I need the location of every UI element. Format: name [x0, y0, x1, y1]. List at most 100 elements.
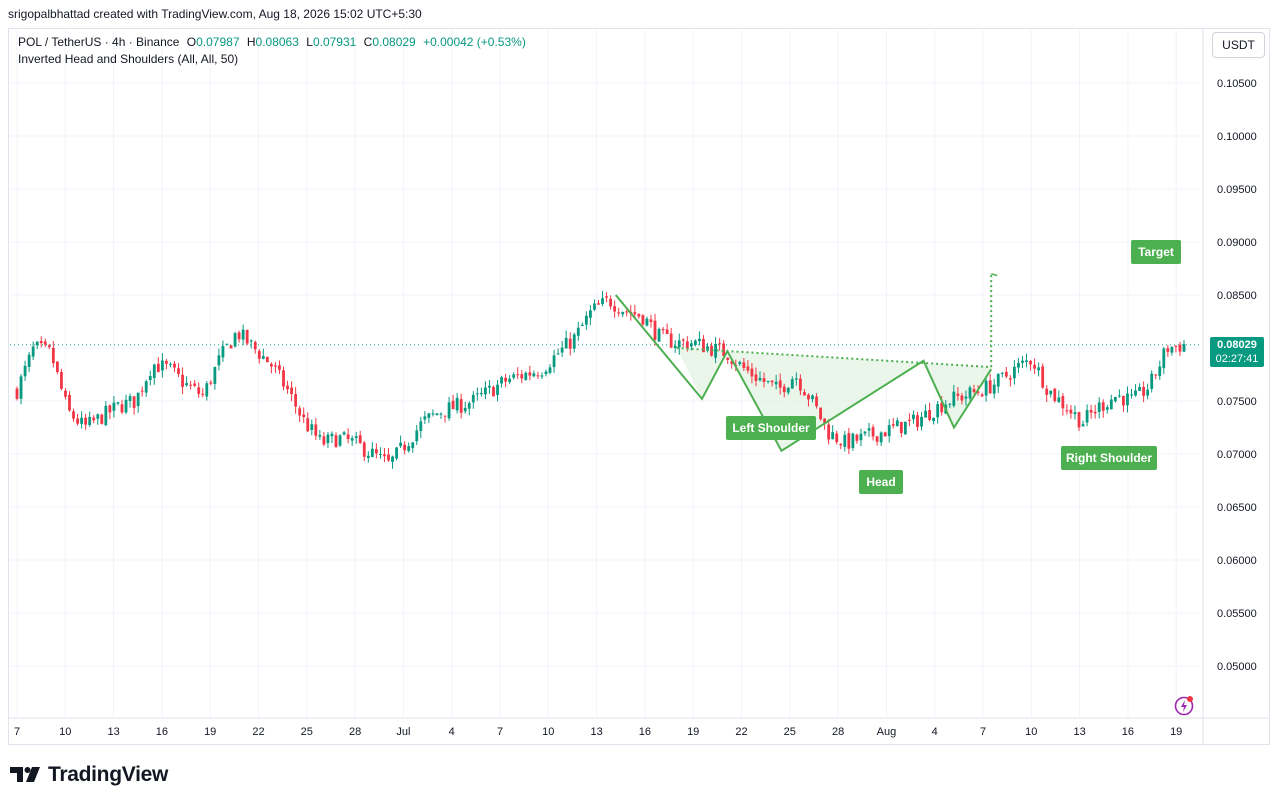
candle-body — [1077, 412, 1081, 428]
candle-body — [794, 378, 798, 380]
symbol-label[interactable]: POL / TetherUS · 4h · Binance — [18, 35, 180, 49]
candle-body — [403, 444, 407, 451]
candle — [1004, 366, 1008, 379]
candle — [68, 391, 71, 412]
tradingview-logo[interactable]: TradingView — [10, 763, 168, 787]
candle — [798, 374, 802, 396]
candle-body — [447, 402, 451, 419]
candle-body — [811, 395, 814, 400]
candle-body — [1117, 395, 1121, 397]
candle — [758, 371, 762, 382]
candle-body — [51, 347, 55, 364]
indicator-legend[interactable]: Inverted Head and Shoulders (All, All, 5… — [18, 52, 239, 66]
candle-body — [867, 428, 871, 431]
candle-body — [1033, 364, 1036, 369]
candle — [177, 362, 180, 378]
candle — [306, 412, 310, 432]
candle-body — [31, 346, 35, 357]
candle-body — [140, 390, 144, 392]
candle-body — [1154, 374, 1158, 376]
candle-body — [47, 345, 51, 348]
price-tick-label: 0.05500 — [1217, 608, 1257, 620]
candle — [423, 411, 427, 424]
candle-body — [552, 355, 556, 368]
candle — [484, 381, 487, 400]
candle — [185, 376, 188, 387]
candle — [1045, 385, 1049, 403]
pattern-zigzag — [614, 294, 993, 453]
time-tick-label: 16 — [1122, 726, 1134, 738]
candle — [237, 330, 241, 343]
candle-body — [633, 312, 637, 315]
candle — [580, 322, 584, 327]
candle-body — [265, 356, 269, 363]
candle-body — [669, 333, 673, 348]
candle — [156, 357, 160, 373]
candle — [310, 419, 314, 436]
candle-body — [988, 380, 992, 394]
candle-body — [681, 339, 685, 341]
candle — [354, 431, 358, 444]
candle — [960, 392, 964, 405]
candle-body — [383, 454, 386, 457]
candle-body — [1122, 395, 1125, 406]
candle — [403, 441, 407, 455]
open-value: 0.07987 — [196, 35, 240, 49]
candle-body — [120, 404, 124, 413]
candle — [64, 387, 67, 400]
candle-body — [261, 356, 265, 359]
candle-body — [423, 416, 427, 420]
candle — [613, 300, 617, 318]
candle-body — [177, 368, 180, 374]
candle-body — [342, 432, 346, 435]
candle — [447, 396, 451, 421]
candle-body — [286, 385, 289, 390]
candle — [152, 363, 156, 385]
candle-body — [548, 367, 552, 373]
candle-body — [431, 413, 435, 415]
candle — [415, 425, 419, 445]
candle — [786, 387, 790, 395]
candle — [847, 428, 851, 455]
candle-body — [968, 387, 972, 399]
candle — [540, 372, 544, 379]
candle-body — [685, 341, 689, 349]
candle-body — [419, 421, 423, 431]
candle — [334, 432, 338, 448]
candle — [568, 332, 572, 356]
candle — [108, 404, 112, 420]
candle-body — [1146, 389, 1150, 396]
candle — [1122, 395, 1125, 413]
candle-body — [370, 448, 374, 457]
candle — [140, 386, 144, 397]
candle — [617, 307, 621, 317]
candle-body — [72, 411, 75, 419]
currency-button[interactable]: USDT — [1212, 32, 1265, 58]
candle-body — [762, 378, 766, 382]
candle — [419, 416, 423, 439]
candle — [867, 422, 871, 437]
candle-body — [790, 379, 794, 389]
candle-body — [1178, 344, 1182, 352]
candle — [649, 314, 653, 328]
candle-body — [407, 446, 411, 451]
candle-body — [516, 374, 520, 376]
candle — [665, 323, 669, 335]
alert-bolt-icon[interactable] — [1173, 694, 1195, 716]
candle-body — [104, 405, 108, 426]
candle — [23, 360, 27, 381]
candle-body — [229, 345, 233, 349]
candle-body — [1085, 410, 1089, 423]
target-label: Target — [1131, 240, 1181, 264]
candle-body — [996, 374, 1000, 387]
candle-body — [992, 384, 996, 394]
close-value: 0.08029 — [372, 35, 416, 49]
candle-body — [205, 383, 209, 397]
candle — [181, 367, 184, 395]
candle — [19, 373, 23, 405]
price-tick-label: 0.10500 — [1217, 78, 1257, 90]
candle — [439, 412, 443, 419]
candle-body — [924, 410, 927, 418]
candle-body — [693, 340, 697, 345]
